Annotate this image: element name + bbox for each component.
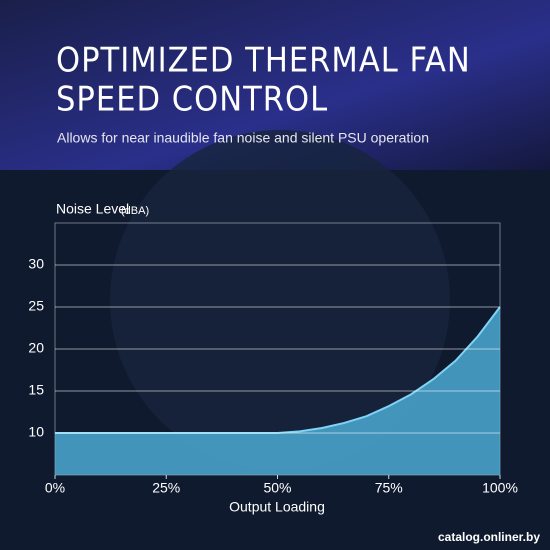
x-tick-label: 25%	[152, 480, 180, 496]
watermark: catalog.onliner.by	[438, 530, 540, 544]
subtitle: Allows for near inaudible fan noise and …	[57, 130, 429, 146]
title-line: SPEED CONTROL	[56, 80, 328, 120]
y-axis-label: Noise Level	[56, 201, 129, 217]
x-tick-label: 75%	[375, 480, 403, 496]
y-tick-label: 10	[28, 424, 44, 440]
x-axis-label: Output Loading	[229, 499, 325, 515]
y-tick-label: 30	[28, 256, 44, 272]
fan-shape	[110, 130, 450, 470]
y-axis-unit: (dBA)	[121, 205, 149, 217]
x-tick-label: 50%	[263, 480, 291, 496]
y-tick-label: 15	[28, 382, 44, 398]
x-tick-label: 100%	[482, 480, 518, 496]
area-line	[55, 306, 501, 434]
x-tick-label: 0%	[45, 480, 65, 496]
y-tick-label: 25	[28, 298, 44, 314]
title-line: OPTIMIZED THERMAL FAN	[56, 41, 471, 81]
y-tick-label: 20	[28, 340, 44, 356]
